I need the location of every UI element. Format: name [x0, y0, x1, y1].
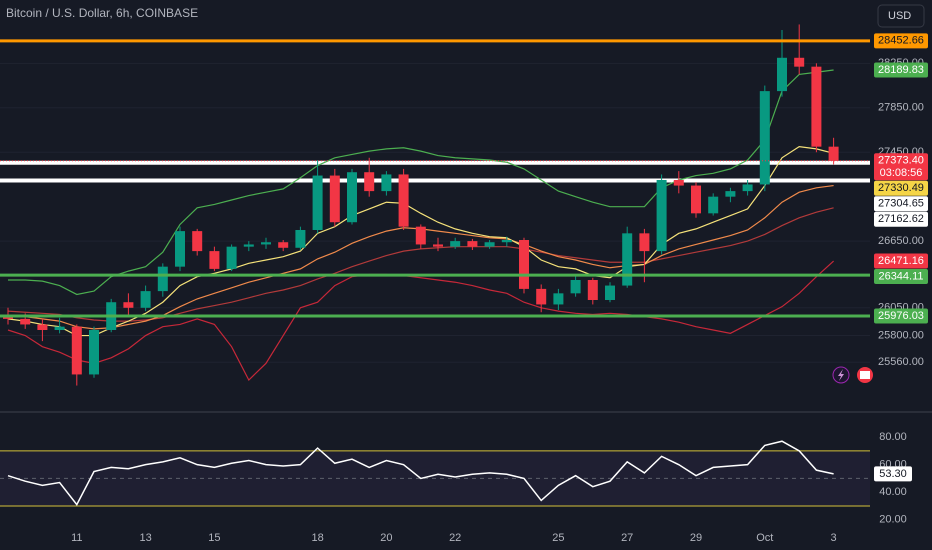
price-tag-label: 27162.62	[878, 213, 924, 225]
candle-body	[553, 293, 564, 305]
candle-body	[691, 185, 701, 214]
candle-body	[828, 146, 839, 161]
rsi-tag	[874, 466, 912, 482]
x-tick-label: 13	[139, 532, 151, 544]
candle-body	[209, 251, 220, 269]
candle-body	[639, 233, 650, 252]
x-tick-label: 18	[311, 532, 323, 544]
candle-body	[656, 180, 667, 252]
rsi-tag-label: 53.30	[879, 468, 907, 480]
candle-body	[622, 233, 633, 286]
candle-body	[536, 288, 547, 305]
chart-title: Bitcoin / U.S. Dollar, 6h, COINBASE	[6, 6, 198, 20]
candle-body	[243, 244, 254, 247]
price-tag-label: 27330.49	[878, 182, 924, 194]
candle-body	[742, 184, 753, 192]
candle-body	[570, 280, 581, 294]
candle-body	[347, 172, 357, 223]
y-tick-label: 25560.00	[878, 356, 924, 368]
candle-body	[278, 242, 289, 248]
candle-body	[54, 326, 65, 330]
candle-body	[37, 324, 48, 330]
candle-body	[725, 191, 736, 197]
x-tick-label: 29	[690, 532, 702, 544]
candle-body	[519, 240, 529, 289]
x-tick-label: 25	[552, 532, 564, 544]
candle-body	[759, 91, 770, 185]
y-tick-label: 26650.00	[878, 235, 924, 247]
rsi-line	[7, 440, 834, 506]
candle-body	[89, 330, 99, 375]
candle-body	[811, 66, 822, 147]
price-tag	[874, 33, 928, 49]
candle-body	[364, 172, 375, 192]
price-tag	[874, 153, 928, 181]
candle-body	[433, 244, 443, 247]
countdown: 03:08:56	[880, 167, 923, 179]
candle-body	[295, 230, 306, 248]
y-tick-label: 80.00	[879, 431, 907, 443]
price-tag-label: 26344.11	[878, 270, 923, 282]
candle-body	[71, 326, 82, 375]
x-tick-label: Oct	[756, 532, 773, 544]
price-tag-label: 28189.83	[878, 64, 924, 76]
candle-body	[673, 180, 684, 186]
candle-body	[381, 174, 392, 192]
price-tag	[874, 253, 928, 269]
x-tick-label: 15	[208, 532, 220, 544]
candle-body	[501, 240, 512, 243]
candle-body	[329, 175, 340, 223]
y-tick-label: 20.00	[879, 514, 907, 526]
candle-body	[450, 241, 461, 247]
candle-body	[484, 242, 495, 247]
candle-body	[398, 174, 409, 227]
price-tag-label: 25976.03	[878, 310, 924, 322]
candle-body	[605, 285, 615, 300]
price-tag	[874, 211, 928, 227]
indicator-line	[8, 69, 834, 296]
price-tag-label: 27304.65	[878, 198, 924, 210]
plot-layer: 28250.0027850.0027450.0026650.0026050.00…	[0, 24, 928, 544]
x-tick-label: 11	[71, 532, 82, 544]
candle-body	[587, 280, 598, 300]
y-tick-label: 40.00	[879, 486, 907, 498]
candle-body	[140, 291, 151, 308]
candle-body	[312, 175, 323, 230]
candle-body	[261, 242, 271, 245]
x-tick-label: 3	[831, 532, 837, 544]
flag	[860, 371, 870, 379]
candle-body	[777, 57, 787, 92]
price-tag	[874, 308, 928, 324]
price-tag	[874, 62, 928, 78]
candle-body	[123, 302, 134, 308]
candle-body	[175, 231, 185, 267]
candle-body	[467, 241, 478, 247]
candle-body	[415, 226, 426, 245]
y-tick-label: 27850.00	[878, 102, 924, 114]
currency-button[interactable]	[877, 4, 925, 28]
candle-body	[20, 318, 31, 325]
price-tag-label: 28452.66	[878, 35, 924, 47]
lightning	[838, 369, 844, 381]
candle-body	[226, 246, 237, 269]
price-tag	[874, 180, 928, 196]
indicator-line	[7, 260, 835, 381]
price-tag-label: 26471.16	[878, 255, 924, 267]
price-tag	[874, 196, 928, 212]
x-tick-label: 20	[380, 532, 392, 544]
indicator-line	[7, 207, 834, 322]
candle-body	[192, 231, 203, 252]
candle-body	[157, 266, 168, 292]
candle-body	[708, 196, 719, 214]
x-tick-label: 27	[621, 532, 633, 544]
x-tick-label: 22	[449, 532, 461, 544]
y-tick-label: 25800.00	[878, 329, 924, 341]
currency[interactable]: USD	[888, 10, 911, 22]
indicator-line	[7, 146, 834, 337]
price-tag-label: 27373.40	[878, 155, 924, 167]
price-tag	[874, 268, 928, 284]
candle-body	[794, 57, 805, 67]
